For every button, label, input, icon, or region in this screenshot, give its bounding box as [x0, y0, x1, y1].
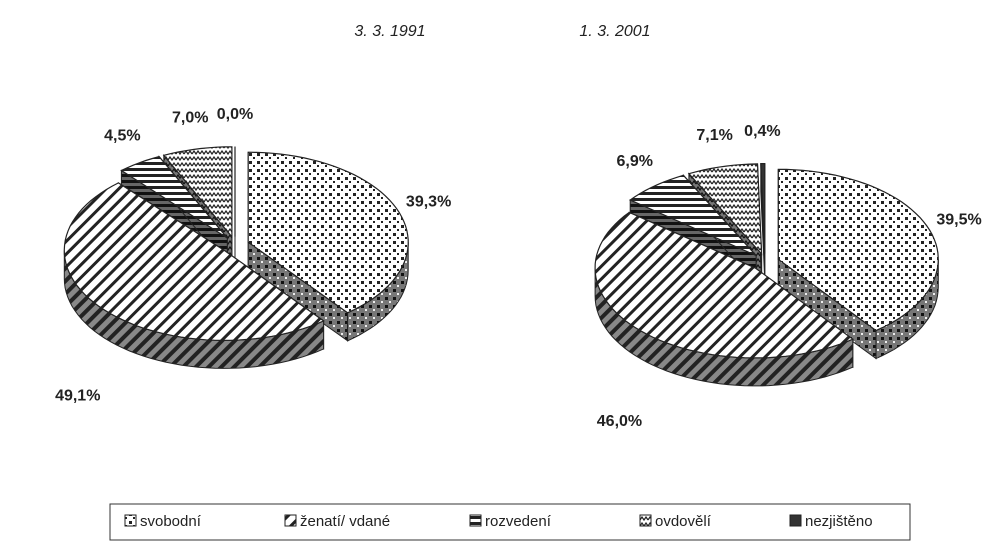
data-label: 7,1%	[696, 127, 732, 144]
pie-slice	[120, 155, 228, 239]
pie-slice	[777, 168, 939, 332]
legend-label: ovdovělí	[655, 513, 712, 530]
pie-slice	[162, 146, 233, 239]
data-label: 0,4%	[744, 123, 780, 140]
legend-swatch	[124, 514, 137, 527]
legend-swatch	[789, 514, 802, 527]
data-label: 49,1%	[55, 388, 100, 405]
pie-slice	[687, 163, 763, 256]
legend-label: nezjištěno	[805, 513, 873, 530]
data-label: 6,9%	[616, 153, 652, 170]
pie-slice	[594, 211, 855, 359]
legend-box	[109, 503, 911, 541]
pie-slice	[247, 151, 409, 314]
legend-label: rozvedení	[485, 513, 552, 530]
data-label: 46,0%	[597, 413, 642, 430]
data-label: 4,5%	[104, 128, 140, 145]
pie-slice	[760, 163, 766, 254]
pie-title: 1. 3. 2001	[579, 23, 650, 40]
legend-swatch	[639, 514, 652, 527]
pie-slice	[63, 182, 325, 342]
pie-slice	[628, 174, 757, 257]
legend-label: ženatí/ vdané	[300, 513, 390, 530]
legend-swatch	[469, 514, 482, 527]
legend-swatch	[284, 514, 297, 527]
data-label: 39,3%	[406, 193, 451, 210]
legend-label: svobodní	[140, 513, 202, 530]
data-label: 0,0%	[217, 106, 253, 123]
pie-title: 3. 3. 1991	[354, 23, 425, 40]
data-label: 39,5%	[936, 211, 981, 228]
data-label: 7,0%	[172, 109, 208, 126]
